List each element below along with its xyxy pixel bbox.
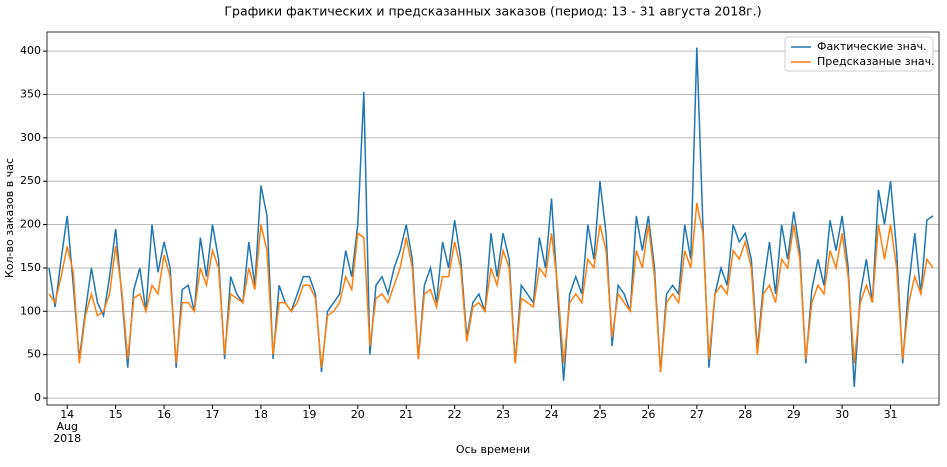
chart-title: Графики фактических и предсказанных зака… <box>224 4 761 19</box>
legend-label: Фактические знач. <box>817 40 927 53</box>
series-line <box>48 202 934 373</box>
series-line <box>48 47 934 387</box>
legend-label: Предсказаные знач. <box>817 55 935 68</box>
x-axis-label: Ось времени <box>456 443 530 456</box>
x-tick-sublabel: Aug <box>56 420 77 433</box>
x-tick-label: 30 <box>835 408 849 421</box>
y-tick-label: 350 <box>20 87 41 100</box>
y-tick-label: 100 <box>20 304 41 317</box>
x-tick-label: 31 <box>884 408 898 421</box>
y-tick-label: 50 <box>27 348 41 361</box>
x-tick-label: 28 <box>738 408 752 421</box>
y-tick-label: 150 <box>20 261 41 274</box>
x-tick-label: 22 <box>448 408 462 421</box>
x-tick-label: 17 <box>205 408 219 421</box>
x-tick-sublabel: 2018 <box>53 432 81 445</box>
x-tick-label: 23 <box>496 408 510 421</box>
x-tick-label: 15 <box>109 408 123 421</box>
x-tick-label: 16 <box>157 408 171 421</box>
x-tick-label: 29 <box>787 408 801 421</box>
plot-frame <box>46 31 940 406</box>
y-tick-label: 300 <box>20 131 41 144</box>
x-tick-label: 24 <box>545 408 559 421</box>
x-tick-label: 21 <box>399 408 413 421</box>
x-tick-label: 18 <box>254 408 268 421</box>
legend: Фактические знач. Предсказаные знач. <box>784 36 935 72</box>
y-tick-label: 400 <box>20 44 41 57</box>
x-tick-label: 20 <box>351 408 365 421</box>
x-tick-label: 26 <box>641 408 655 421</box>
x-tick-label: 25 <box>593 408 607 421</box>
y-axis-label: Кол-во заказов в час <box>3 158 16 278</box>
x-tick-label: 19 <box>302 408 316 421</box>
x-tick-label: 27 <box>690 408 704 421</box>
legend-box <box>784 36 934 72</box>
y-tick-label: 250 <box>20 174 41 187</box>
y-tick-label: 0 <box>34 391 41 404</box>
x-tick-label: 14 <box>60 408 74 421</box>
y-tick-label: 200 <box>20 218 41 231</box>
